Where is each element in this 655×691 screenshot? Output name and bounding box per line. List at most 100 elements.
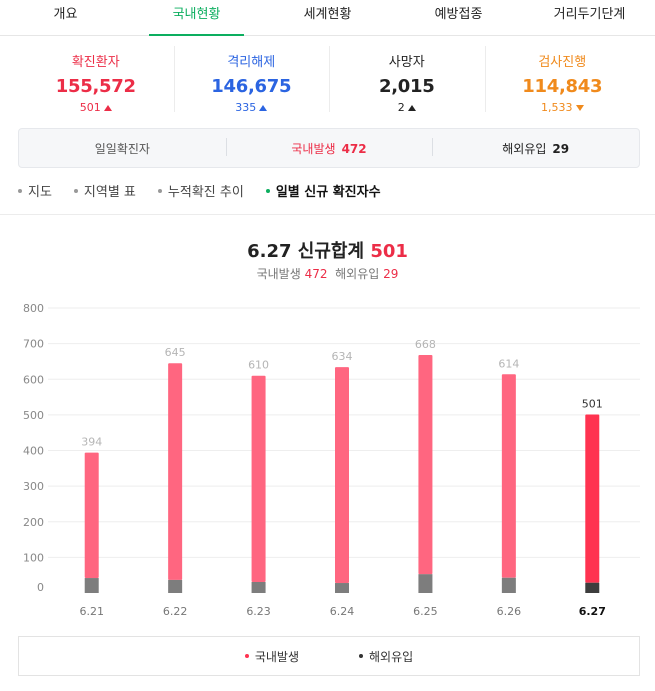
chart-legend: 국내발생 해외유입	[18, 636, 640, 676]
y-tick-label: 700	[23, 338, 44, 351]
arrow-up-icon	[407, 104, 416, 111]
bullet-icon	[265, 188, 270, 193]
daily-new-cases-chart: 0 100 200 300 400 500 600 700 800 394 6.21 645 6.22 6…	[23, 302, 640, 618]
subnav-label: 지도	[28, 185, 52, 200]
bar-domestic	[84, 452, 99, 579]
x-tick-label: 6.21	[79, 605, 104, 618]
section-divider	[0, 214, 655, 215]
bullet-icon	[157, 188, 162, 193]
chart-title-prefix: 6.27 신규합계	[247, 241, 365, 262]
bar-overseas	[251, 581, 266, 593]
bar-total-label: 614	[498, 357, 519, 370]
stat-value: 155,572	[55, 76, 136, 97]
bar-overseas	[418, 574, 433, 593]
bar-total-label: 668	[415, 338, 436, 351]
chart-title: 6.27 신규합계 501	[0, 237, 655, 263]
chart-sub-domestic-value: 472	[304, 267, 328, 281]
bar-domestic	[585, 414, 600, 583]
chart-subtitle: 국내발생 472 해외유입 29	[0, 265, 655, 282]
bar-overseas	[84, 578, 99, 593]
x-tick-label: 6.26	[497, 605, 522, 618]
stat-delta: 335	[174, 101, 330, 114]
tab-overview[interactable]: 개요	[53, 7, 78, 22]
y-tick-label: 200	[23, 516, 44, 529]
bar-domestic	[418, 355, 433, 575]
y-tick-label: 600	[23, 373, 44, 386]
stat-value: 114,843	[522, 76, 603, 97]
x-tick-label: 6.27	[579, 605, 606, 618]
daily-overseas: 해외유입 29	[432, 137, 639, 157]
bar-overseas	[168, 579, 183, 593]
bar-total-label: 645	[165, 346, 186, 359]
arrow-down-icon	[575, 104, 584, 111]
bar-overseas	[585, 582, 600, 593]
stat-testing: 검사진행 114,843 1,533	[484, 44, 641, 116]
subnav-map[interactable]: 지도	[18, 181, 52, 200]
subnav-cumulative-trend[interactable]: 누적확진 추이	[157, 181, 244, 200]
daily-domestic-value: 472	[341, 141, 367, 156]
delta-value: 2	[397, 101, 405, 114]
chart-title-total: 501	[370, 241, 408, 262]
y-tick-label: 800	[23, 302, 44, 315]
daily-confirmed-bar: 일일확진자 국내발생 472 해외유입 29	[18, 128, 640, 168]
bar-total-label: 610	[248, 359, 269, 372]
y-tick-label: 400	[23, 445, 44, 458]
bar-domestic	[335, 367, 349, 584]
tab-distancing[interactable]: 거리두기단계	[553, 7, 626, 22]
x-tick-label: 6.25	[413, 605, 438, 618]
chart-sub-domestic-label: 국내발생	[256, 267, 301, 281]
y-tick-label: 500	[23, 409, 44, 422]
subnav-daily-new[interactable]: 일별 신규 확진자수	[265, 181, 381, 200]
delta-value: 501	[79, 101, 101, 114]
stat-value: 2,015	[379, 76, 435, 97]
legend-dot-icon	[359, 654, 363, 658]
stat-confirmed: 확진환자 155,572 501	[18, 44, 174, 116]
bullet-icon	[18, 188, 22, 193]
arrow-up-icon	[103, 104, 112, 111]
arrow-up-icon	[259, 104, 268, 111]
legend-item-domestic[interactable]: 국내발생	[244, 648, 299, 665]
x-tick-label: 6.24	[330, 605, 355, 618]
stat-label: 격리해제	[227, 55, 276, 70]
legend-dot-icon	[244, 654, 249, 658]
chart-view-nav: 지도 지역별 표 누적확진 추이 일별 신규 확진자수	[18, 181, 381, 200]
bullet-icon	[73, 188, 78, 193]
subnav-label: 일별 신규 확진자수	[275, 185, 381, 200]
stat-released: 격리해제 146,675 335	[173, 44, 330, 116]
stat-label: 사망자	[388, 55, 425, 70]
bar-domestic	[168, 363, 183, 580]
bar-total-label: 501	[582, 398, 603, 411]
chart-sub-overseas-label: 해외유입	[335, 267, 380, 281]
x-tick-label: 6.23	[246, 605, 271, 618]
stat-label: 검사진행	[538, 55, 587, 70]
bar-total-label: 394	[81, 436, 102, 449]
tab-domestic[interactable]: 국내현황	[131, 0, 262, 36]
stat-deaths: 사망자 2,015 2	[329, 44, 485, 116]
y-tick-label: 100	[23, 551, 44, 564]
subnav-label: 지역별 표	[83, 185, 136, 200]
legend-label: 해외유입	[369, 649, 414, 664]
y-tick-label: 300	[23, 480, 44, 493]
tab-world[interactable]: 세계현황	[303, 7, 352, 22]
stats-panel: 확진환자 155,572 501 격리해제 146,675 335 사망자 2,…	[18, 44, 640, 116]
top-tab-bar: 개요 국내현황 세계현황 예방접종 거리두기단계	[0, 0, 655, 36]
tab-vaccination[interactable]: 예방접종	[434, 7, 483, 22]
bar-total-label: 634	[332, 350, 353, 363]
subnav-label: 누적확진 추이	[167, 185, 244, 200]
delta-value: 335	[235, 101, 257, 114]
stat-delta: 501	[18, 101, 174, 114]
stat-value: 146,675	[211, 76, 292, 97]
daily-overseas-value: 29	[552, 141, 570, 156]
bar-overseas	[501, 577, 516, 593]
daily-domestic: 국내발생 472	[225, 137, 433, 157]
y-tick-label: 0	[37, 581, 44, 594]
daily-label: 일일확진자	[94, 141, 150, 156]
legend-item-overseas[interactable]: 해외유입	[359, 648, 413, 665]
bar-overseas	[335, 583, 349, 593]
daily-overseas-label: 해외유입	[502, 141, 547, 156]
bar-domestic	[501, 374, 516, 578]
subnav-region-table[interactable]: 지역별 표	[73, 181, 136, 200]
x-tick-label: 6.22	[163, 605, 188, 618]
chart-sub-overseas-value: 29	[383, 267, 399, 281]
stat-label: 확진환자	[71, 55, 120, 70]
